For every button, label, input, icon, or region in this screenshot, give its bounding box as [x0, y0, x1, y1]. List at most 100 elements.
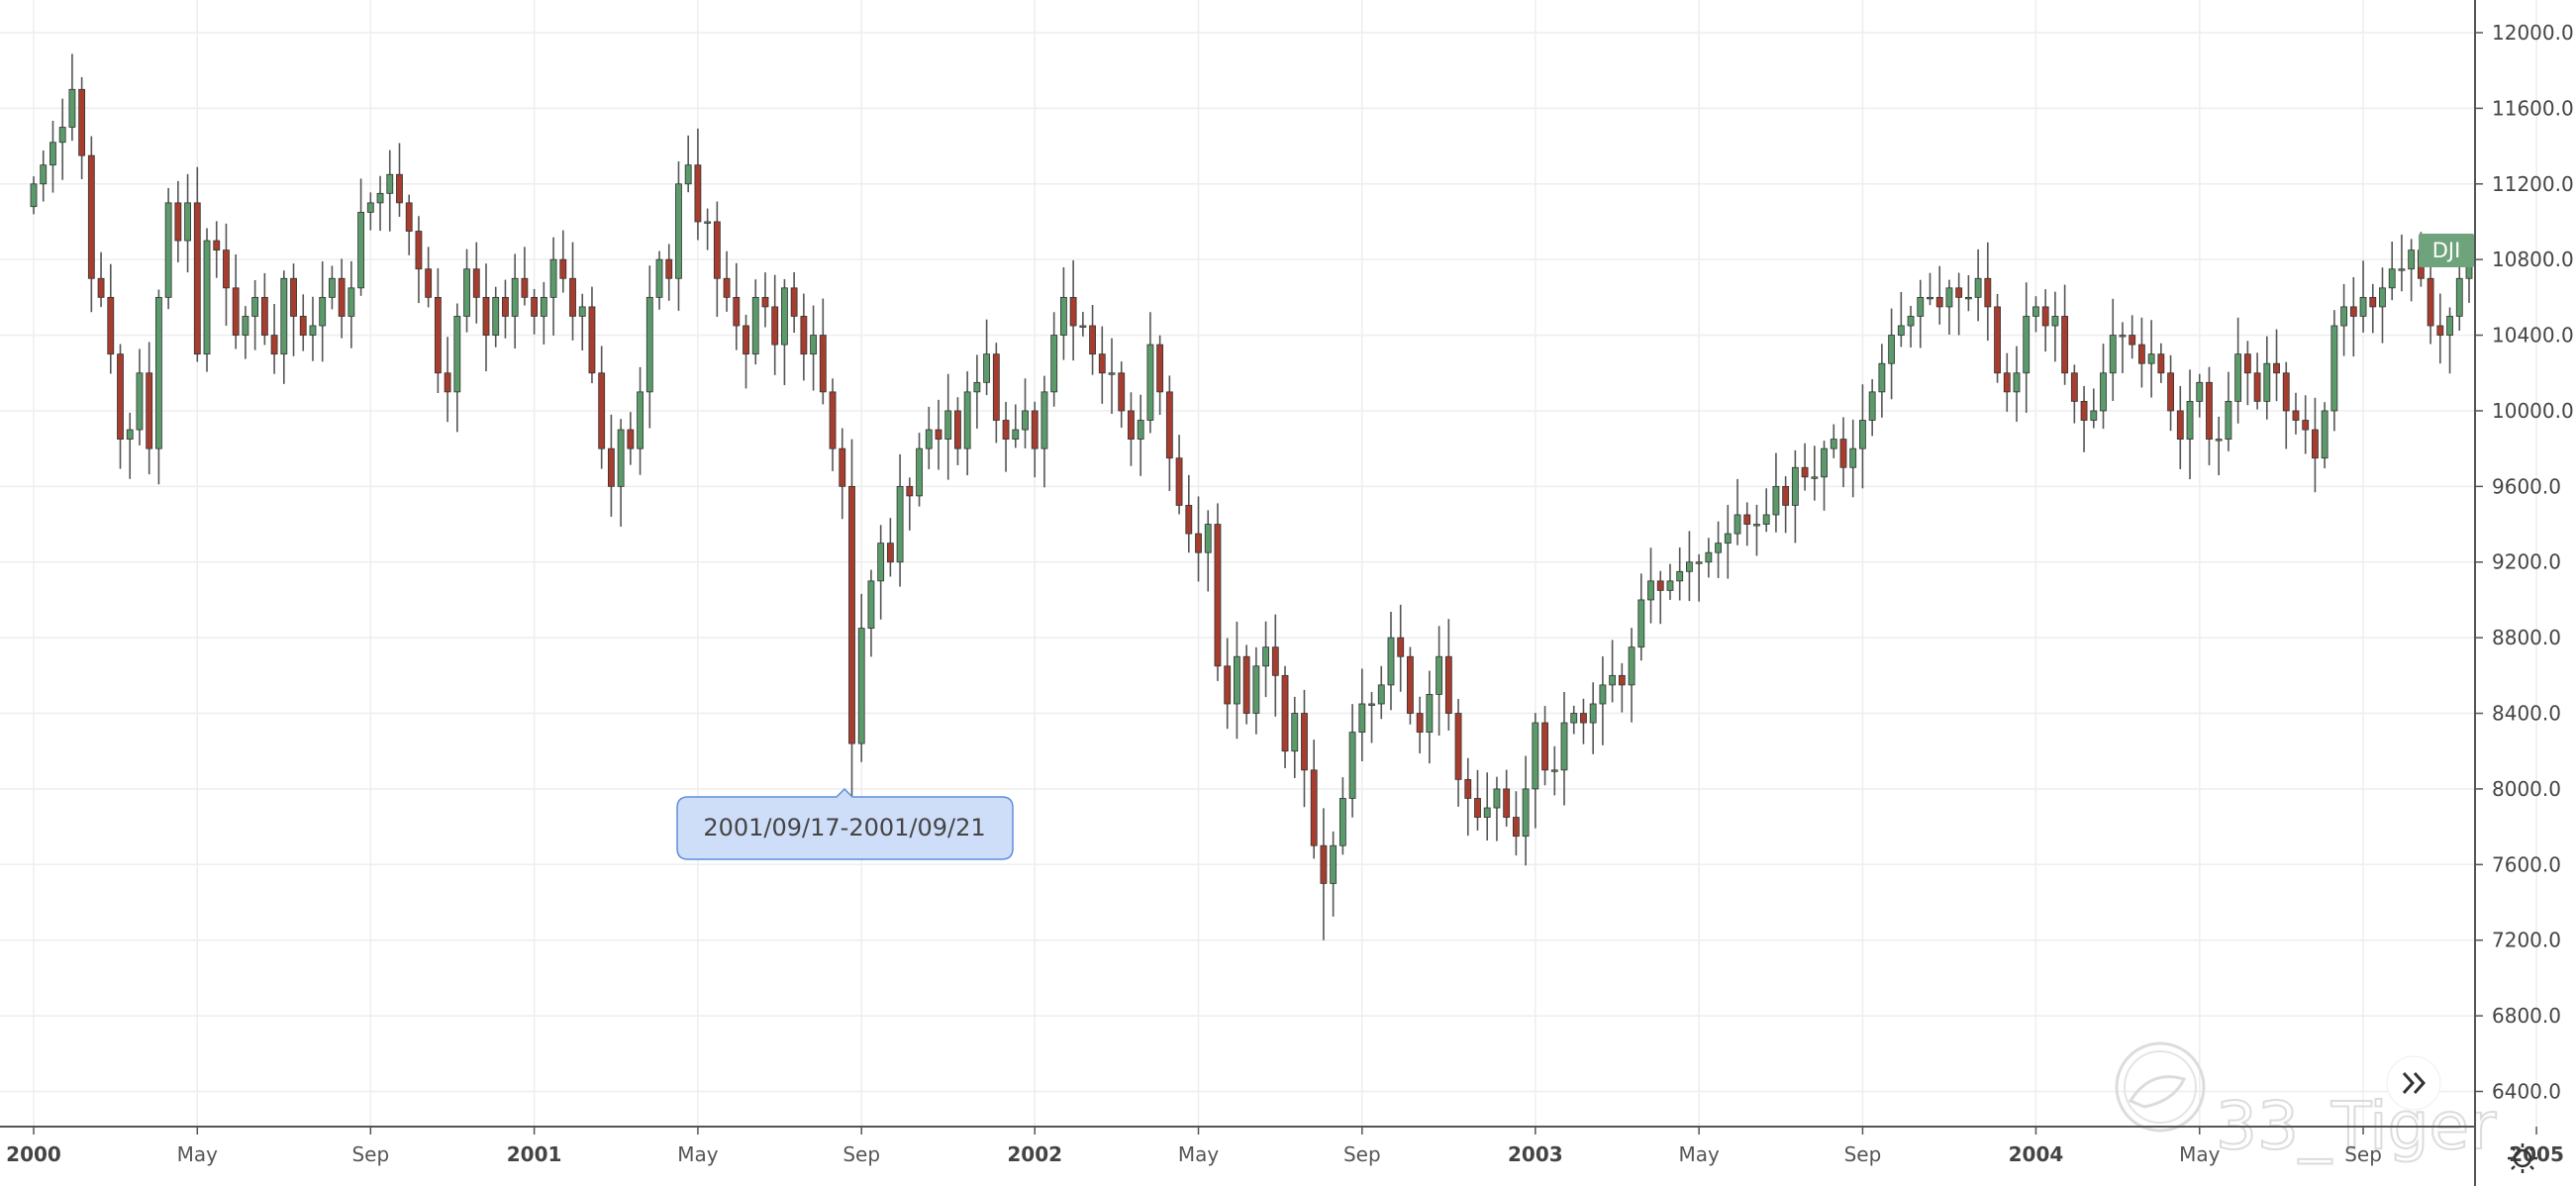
candle	[723, 250, 731, 312]
candle	[472, 242, 480, 324]
candle-body-down	[223, 249, 230, 289]
candle-body-down	[1839, 439, 1847, 468]
candle-body-down	[2292, 410, 2300, 421]
candle	[1059, 267, 1067, 360]
date-tooltip: 2001/09/17-2001/09/21	[676, 787, 1014, 860]
candle	[1185, 474, 1193, 553]
time-axis[interactable]: 2000 May Sep 2001 May Sep 2002 May Sep 2003 May Sep…	[6, 1127, 2564, 1166]
candle	[1098, 326, 1106, 404]
candle	[1252, 646, 1260, 735]
candle	[810, 305, 818, 391]
candle	[1734, 478, 1741, 545]
candle-body-up	[1705, 551, 1713, 563]
candle	[184, 173, 191, 273]
candle	[319, 261, 327, 362]
candle-body-up	[1108, 372, 1116, 375]
candle	[329, 265, 336, 310]
candlestick-series	[30, 53, 2473, 940]
candle	[1811, 445, 1819, 501]
candle	[1782, 476, 1790, 534]
candle	[1974, 248, 1982, 322]
candle-body-down	[1098, 353, 1106, 374]
candle-body-up	[1666, 580, 1674, 591]
candle-body-down	[1935, 296, 1943, 308]
candle	[1444, 619, 1452, 731]
candle-body-up	[645, 296, 653, 393]
candle	[1108, 338, 1116, 415]
candle-body-up	[2186, 401, 2194, 441]
time-tick-label: May	[1178, 1142, 1220, 1166]
candle	[713, 201, 721, 318]
candle-body-up	[2321, 410, 2328, 459]
candle-body-down	[2070, 372, 2078, 402]
candle-body-up	[675, 183, 682, 279]
candle-body-down	[2157, 353, 2165, 374]
candle	[1195, 496, 1202, 582]
candle-body-down	[1984, 277, 1992, 308]
candle-body-up	[1377, 684, 1385, 705]
candle-body-down	[78, 88, 86, 156]
tooltip-date-range: 2001/09/17-2001/09/21	[703, 814, 985, 841]
candle	[1637, 573, 1645, 661]
candle	[97, 251, 105, 308]
candle	[1320, 808, 1328, 940]
candle	[492, 286, 500, 347]
candle-body-down	[800, 316, 808, 355]
scroll-to-latest-button[interactable]	[2386, 1055, 2441, 1111]
candle	[2051, 291, 2059, 362]
candle-body-up	[1685, 561, 1693, 572]
candle	[107, 263, 115, 374]
candle	[117, 344, 124, 469]
candle-body-up	[1137, 420, 1144, 441]
symbol-badge[interactable]: DJI	[2419, 234, 2474, 267]
candle	[1753, 504, 1760, 556]
candle	[1589, 682, 1597, 754]
candle-body-up	[2234, 353, 2242, 402]
candle	[1762, 488, 1770, 533]
candle	[521, 247, 529, 306]
candle	[126, 412, 134, 479]
candle	[434, 267, 442, 394]
candle	[1128, 392, 1135, 466]
price-tick-label: 9200.0	[2492, 550, 2561, 574]
candle	[935, 399, 942, 470]
candle	[1560, 691, 1568, 806]
candle	[2041, 289, 2049, 352]
candle	[1503, 769, 1511, 827]
candle	[761, 272, 769, 328]
candle	[1156, 335, 1164, 415]
candle-body-up	[1570, 713, 1578, 724]
settings-button[interactable]	[2508, 1143, 2537, 1173]
candle	[40, 149, 48, 202]
candle-body-up	[549, 258, 557, 298]
candle	[2379, 267, 2386, 344]
candle-body-down	[290, 277, 297, 317]
candle	[1022, 378, 1029, 448]
candle	[588, 286, 596, 384]
candle-body-down	[1156, 344, 1164, 393]
candle	[771, 274, 779, 375]
candle-body-down	[213, 240, 221, 251]
candle	[1291, 696, 1299, 779]
candle	[193, 166, 201, 362]
candle-body-up	[1493, 788, 1501, 809]
candle-body-down	[1503, 788, 1511, 818]
candle-body-up	[1762, 514, 1770, 525]
candle	[675, 161, 682, 311]
candle-body-up	[2340, 306, 2348, 327]
candle-body-down	[1512, 817, 1520, 838]
candle-body-up	[1695, 561, 1703, 564]
candle-body-up	[309, 325, 317, 336]
price-axis[interactable]: 12000.0 11600.0 11200.0 10800.0 10400.0 10000…	[2475, 21, 2574, 1103]
candle	[242, 306, 249, 359]
candle	[1580, 698, 1587, 744]
candle-body-up	[1059, 296, 1067, 336]
candle	[637, 366, 644, 475]
candle	[1242, 644, 1250, 725]
time-tick-label: Sep	[2344, 1142, 2382, 1166]
candle	[1002, 401, 1010, 472]
candle-body-up	[1821, 447, 1828, 478]
candle-body-down	[1580, 713, 1587, 724]
candle	[146, 342, 153, 475]
